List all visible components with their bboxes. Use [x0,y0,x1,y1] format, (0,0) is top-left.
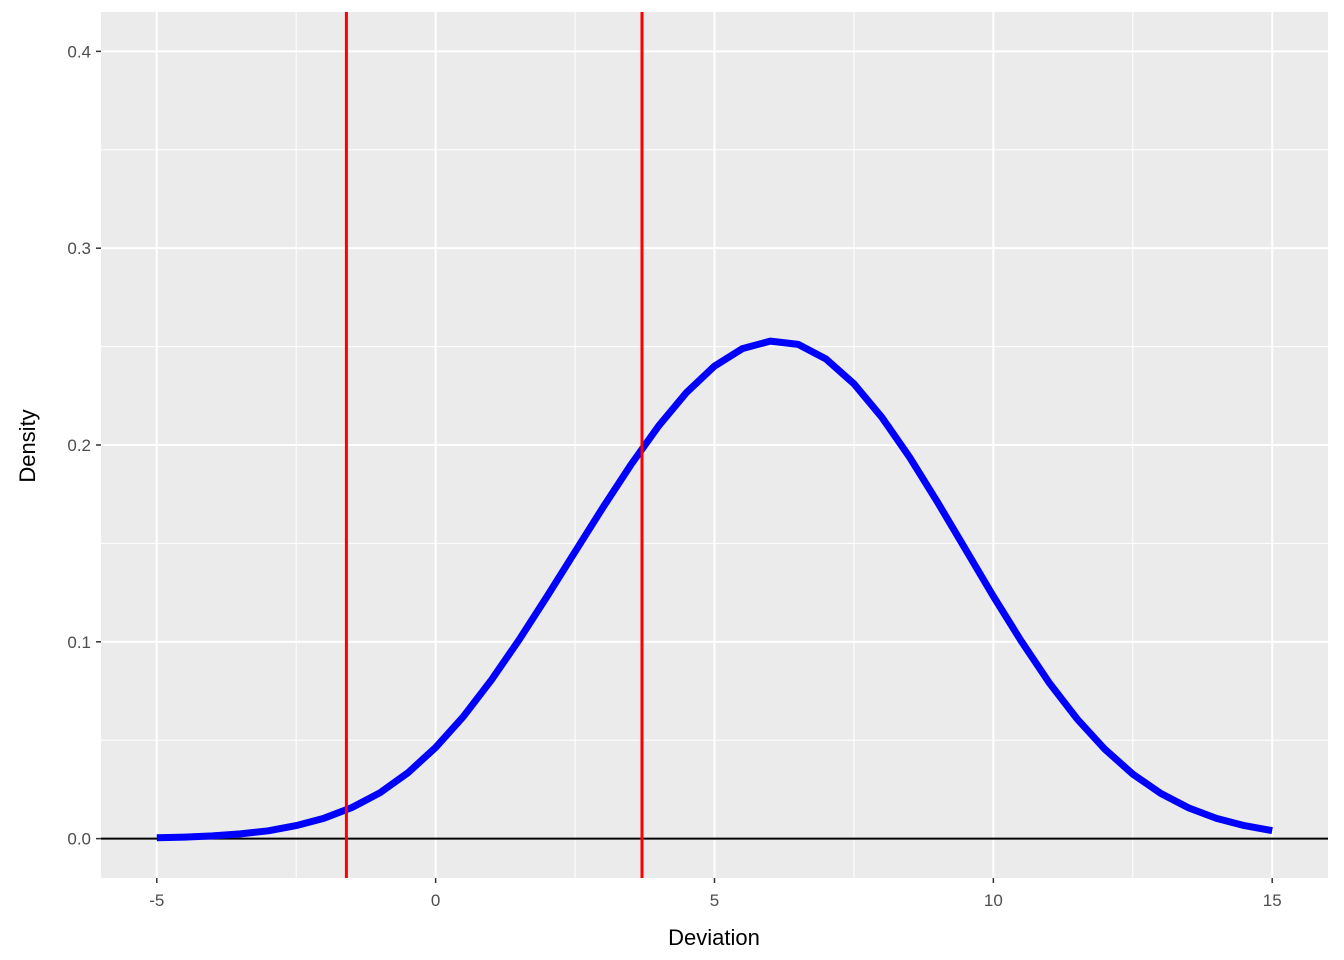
density-curve [156,337,1273,842]
x-tick-label: -5 [149,891,164,910]
x-axis-ticks: -5 0 5 10 15 [149,878,1282,910]
y-tick-label: 0.4 [67,42,91,61]
y-tick-label: 0.3 [67,239,91,258]
series-layer [156,337,1273,842]
x-tick-label: 5 [710,891,719,910]
x-tick-label: 15 [1263,891,1282,910]
y-axis-ticks: 0.0 0.1 0.2 0.3 0.4 [67,42,101,849]
x-tick-label: 10 [984,891,1003,910]
y-tick-label: 0.2 [67,436,91,455]
vertical-lines [344,12,644,878]
x-tick-label: 0 [431,891,440,910]
y-tick-label: 0.1 [67,633,91,652]
y-axis-title: Density [15,409,40,482]
x-axis-title: Deviation [668,925,760,950]
y-tick-label: 0.0 [67,830,91,849]
